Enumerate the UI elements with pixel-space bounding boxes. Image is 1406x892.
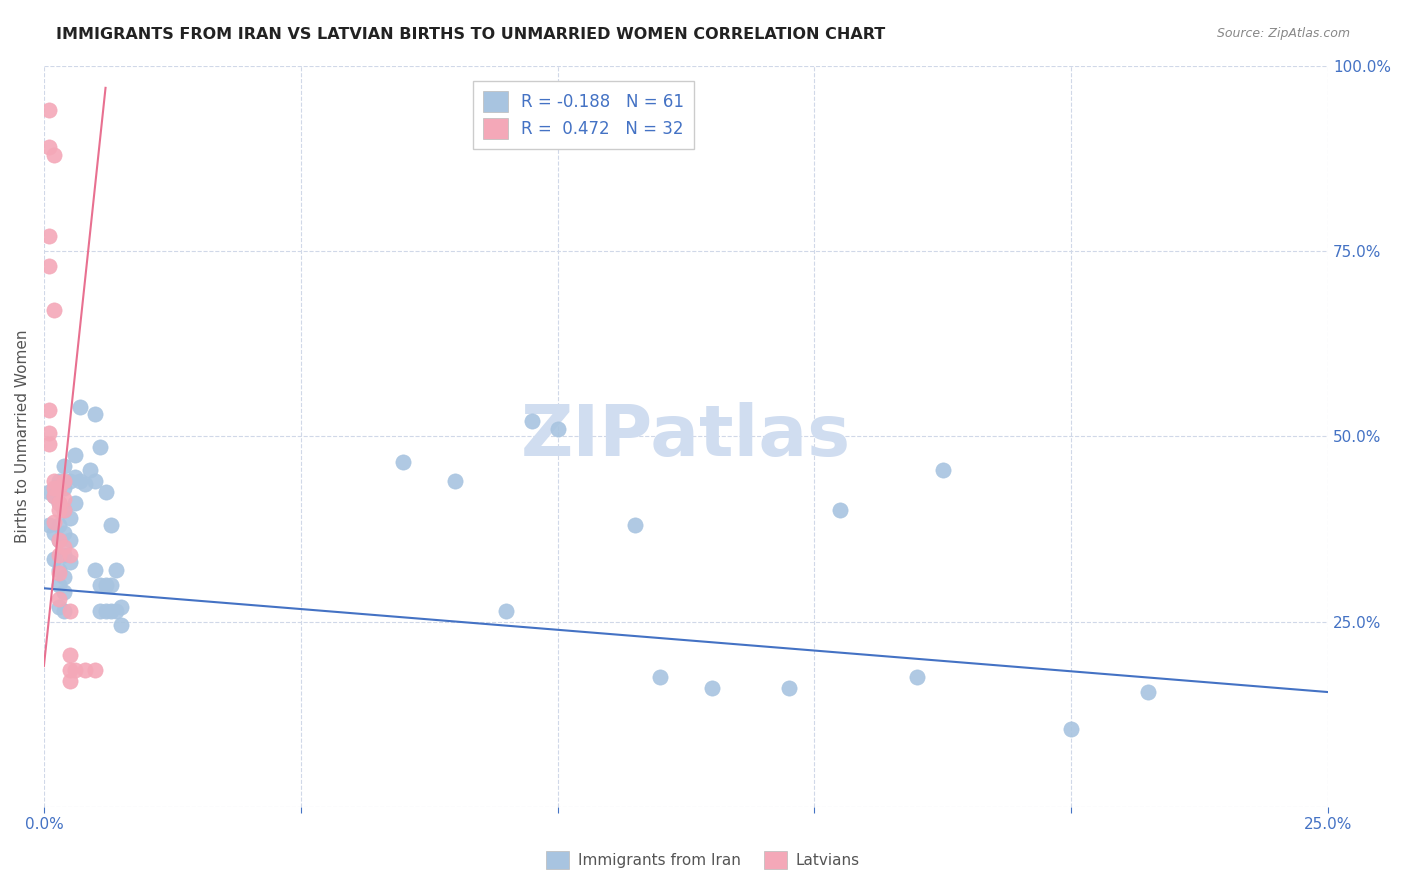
Point <box>53 603 76 617</box>
Point <box>69 400 91 414</box>
Point <box>1137 685 1160 699</box>
Point <box>94 484 117 499</box>
Point <box>38 436 60 450</box>
Point <box>44 489 66 503</box>
Point <box>63 448 86 462</box>
Point <box>53 474 76 488</box>
Text: ZIPatlas: ZIPatlas <box>522 401 851 471</box>
Point <box>48 548 70 562</box>
Legend: Immigrants from Iran, Latvians: Immigrants from Iran, Latvians <box>540 845 866 875</box>
Point <box>53 548 76 562</box>
Point <box>48 496 70 510</box>
Point <box>53 585 76 599</box>
Point <box>48 533 70 547</box>
Point <box>53 503 76 517</box>
Point <box>73 477 96 491</box>
Point <box>69 474 91 488</box>
Point <box>58 673 80 688</box>
Point <box>44 515 66 529</box>
Point <box>53 570 76 584</box>
Point <box>44 481 66 495</box>
Text: Source: ZipAtlas.com: Source: ZipAtlas.com <box>1216 27 1350 40</box>
Point <box>84 474 107 488</box>
Point <box>520 414 543 428</box>
Point <box>110 599 132 614</box>
Point <box>100 577 122 591</box>
Point <box>48 503 70 517</box>
Point <box>547 422 569 436</box>
Point <box>58 548 80 562</box>
Point <box>48 474 70 488</box>
Point <box>44 474 66 488</box>
Point <box>778 681 800 696</box>
Point <box>84 407 107 421</box>
Point <box>58 511 80 525</box>
Point <box>53 458 76 473</box>
Point <box>53 492 76 507</box>
Y-axis label: Births to Unmarried Women: Births to Unmarried Women <box>15 329 30 543</box>
Point <box>89 441 111 455</box>
Point <box>58 663 80 677</box>
Point <box>44 489 66 503</box>
Point <box>905 670 928 684</box>
Point <box>89 603 111 617</box>
Point <box>44 525 66 540</box>
Point <box>58 474 80 488</box>
Point <box>58 603 80 617</box>
Point <box>48 566 70 581</box>
Point <box>38 103 60 117</box>
Point <box>623 518 645 533</box>
Point <box>392 455 415 469</box>
Point <box>89 577 111 591</box>
Point <box>53 503 76 517</box>
Point <box>63 663 86 677</box>
Point <box>100 518 122 533</box>
Point <box>38 140 60 154</box>
Point <box>63 496 86 510</box>
Point <box>94 603 117 617</box>
Point <box>104 603 127 617</box>
Point <box>444 474 467 488</box>
Point <box>650 670 672 684</box>
Point <box>932 463 955 477</box>
Point <box>38 484 60 499</box>
Point <box>1060 722 1083 736</box>
Point <box>48 518 70 533</box>
Legend: R = -0.188   N = 61, R =  0.472   N = 32: R = -0.188 N = 61, R = 0.472 N = 32 <box>472 81 695 149</box>
Point <box>38 425 60 440</box>
Point <box>79 463 101 477</box>
Point <box>58 648 80 662</box>
Point <box>53 481 76 495</box>
Point <box>104 563 127 577</box>
Point <box>58 555 80 569</box>
Point <box>53 541 76 555</box>
Point <box>63 470 86 484</box>
Point <box>48 481 70 495</box>
Point <box>495 603 517 617</box>
Point <box>94 577 117 591</box>
Point <box>38 259 60 273</box>
Point <box>48 577 70 591</box>
Text: IMMIGRANTS FROM IRAN VS LATVIAN BIRTHS TO UNMARRIED WOMEN CORRELATION CHART: IMMIGRANTS FROM IRAN VS LATVIAN BIRTHS T… <box>56 27 886 42</box>
Point <box>38 229 60 244</box>
Point <box>100 603 122 617</box>
Point <box>110 618 132 632</box>
Point <box>830 503 852 517</box>
Point <box>84 563 107 577</box>
Point <box>44 551 66 566</box>
Point <box>38 518 60 533</box>
Point <box>48 533 70 547</box>
Point <box>38 403 60 417</box>
Point <box>44 147 66 161</box>
Point <box>48 592 70 607</box>
Point <box>48 563 70 577</box>
Point <box>58 533 80 547</box>
Point <box>73 663 96 677</box>
Point <box>84 663 107 677</box>
Point <box>700 681 723 696</box>
Point <box>48 599 70 614</box>
Point <box>48 496 70 510</box>
Point <box>53 525 76 540</box>
Point <box>44 303 66 318</box>
